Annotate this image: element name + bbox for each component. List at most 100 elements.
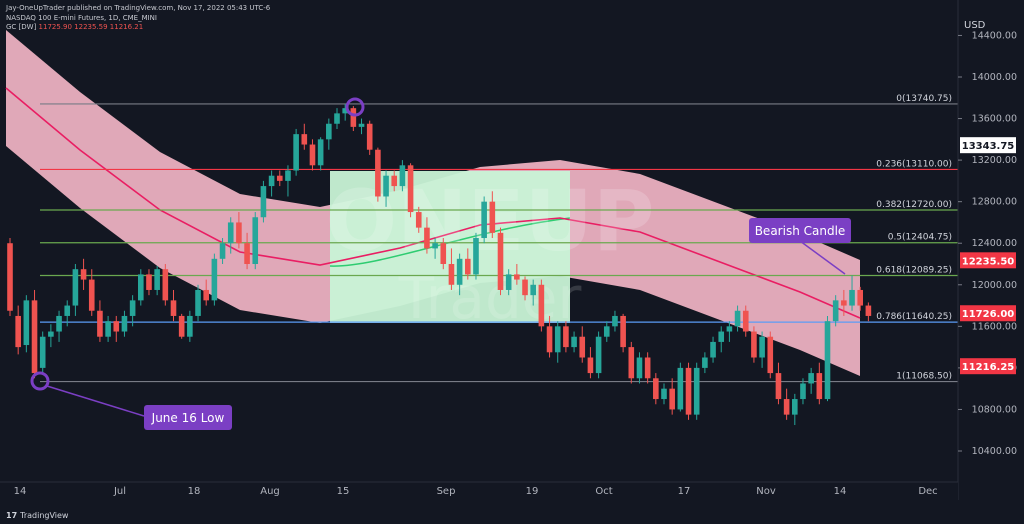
candle-body[interactable] — [366, 123, 373, 150]
candle-body[interactable] — [121, 315, 128, 332]
candle-body[interactable] — [563, 326, 569, 348]
candle-body[interactable] — [15, 315, 21, 348]
candle-body[interactable] — [39, 336, 46, 368]
candle-body[interactable] — [759, 336, 765, 358]
bearish-candle-callout-box[interactable] — [749, 218, 851, 243]
candle-body[interactable] — [636, 357, 643, 379]
candle-body[interactable] — [824, 321, 831, 400]
candle-body[interactable] — [31, 300, 38, 374]
candle-body[interactable] — [146, 274, 152, 290]
candle-body[interactable] — [424, 227, 430, 249]
candle-body[interactable] — [644, 357, 651, 379]
candle-body[interactable] — [595, 336, 602, 374]
candle-body[interactable] — [268, 175, 275, 187]
candle-body[interactable] — [718, 331, 725, 342]
candle-body[interactable] — [693, 367, 700, 415]
candle-body[interactable] — [505, 274, 512, 290]
high-marker-circle[interactable] — [345, 97, 365, 117]
candle-body[interactable] — [432, 243, 438, 249]
candle-body[interactable] — [178, 315, 185, 337]
candle-body[interactable] — [154, 269, 160, 290]
candle-body[interactable] — [742, 310, 749, 332]
candle-body[interactable] — [219, 243, 226, 259]
candle-body[interactable] — [383, 175, 389, 197]
candle-body[interactable] — [391, 175, 398, 187]
candle-body[interactable] — [522, 279, 528, 296]
candle-body[interactable] — [726, 326, 733, 332]
candle-body[interactable] — [448, 264, 455, 285]
candle-body[interactable] — [538, 284, 545, 327]
candle-body[interactable] — [554, 326, 561, 353]
candle-body[interactable] — [653, 378, 659, 400]
candle-body[interactable] — [677, 367, 684, 410]
candle-body[interactable] — [734, 310, 741, 327]
tradingview-brand[interactable]: 17 TradingView — [6, 511, 68, 520]
low-marker-circle[interactable] — [30, 371, 50, 391]
candle-body[interactable] — [816, 373, 823, 400]
candle-body[interactable] — [64, 305, 71, 316]
candle-body[interactable] — [80, 269, 87, 280]
candle-body[interactable] — [865, 305, 872, 316]
candle-body[interactable] — [285, 170, 291, 181]
candle-body[interactable] — [832, 300, 839, 322]
candle-body[interactable] — [293, 134, 299, 171]
candle-body[interactable] — [497, 232, 504, 290]
candle-body[interactable] — [407, 165, 414, 213]
candle-body[interactable] — [473, 238, 479, 275]
candle-body[interactable] — [203, 289, 209, 301]
candle-body[interactable] — [579, 336, 586, 358]
candle-body[interactable] — [841, 300, 847, 306]
candle-body[interactable] — [23, 300, 30, 346]
candle-body[interactable] — [669, 388, 675, 410]
candle-body[interactable] — [800, 383, 806, 400]
candle-body[interactable] — [481, 201, 487, 239]
candle-body[interactable] — [326, 123, 332, 140]
candle-body[interactable] — [170, 300, 177, 316]
candle-body[interactable] — [195, 289, 201, 316]
candle-body[interactable] — [48, 331, 54, 337]
candle-body[interactable] — [56, 315, 62, 332]
candle-body[interactable] — [849, 289, 855, 306]
candle-body[interactable] — [628, 347, 635, 379]
candle-body[interactable] — [358, 123, 365, 127]
june-low-callout-box[interactable] — [144, 405, 232, 430]
candle-body[interactable] — [489, 201, 496, 233]
candle-body[interactable] — [440, 243, 447, 264]
candle-body[interactable] — [792, 399, 798, 415]
candle-body[interactable] — [162, 269, 169, 301]
candle-body[interactable] — [702, 357, 708, 368]
candle-body[interactable] — [685, 367, 692, 415]
candle-body[interactable] — [465, 258, 471, 275]
candle-body[interactable] — [620, 315, 626, 348]
candle-body[interactable] — [301, 134, 308, 145]
candle-body[interactable] — [767, 336, 774, 374]
candle-body[interactable] — [661, 388, 667, 400]
candle-body[interactable] — [775, 373, 782, 400]
candle-body[interactable] — [342, 108, 348, 114]
candle-body[interactable] — [227, 222, 234, 244]
candle-body[interactable] — [236, 222, 242, 244]
candle-body[interactable] — [783, 399, 790, 415]
candle-body[interactable] — [399, 165, 406, 187]
candle-body[interactable] — [7, 243, 13, 311]
candle-body[interactable] — [113, 321, 120, 332]
candle-body[interactable] — [187, 315, 193, 337]
candle-body[interactable] — [252, 217, 259, 264]
candle-body[interactable] — [244, 243, 250, 264]
candle-body[interactable] — [97, 310, 103, 337]
candle-body[interactable] — [260, 186, 267, 218]
candle-body[interactable] — [530, 284, 536, 296]
candle-body[interactable] — [350, 108, 357, 127]
candle-body[interactable] — [105, 321, 111, 337]
candle-body[interactable] — [603, 326, 610, 337]
candle-body[interactable] — [72, 269, 79, 306]
candle-body[interactable] — [129, 300, 136, 316]
candle-body[interactable] — [546, 326, 553, 353]
candle-body[interactable] — [514, 274, 520, 280]
time-axis-panel[interactable] — [0, 482, 958, 500]
candle-body[interactable] — [88, 279, 95, 311]
candle-body[interactable] — [612, 315, 618, 327]
candle-body[interactable] — [276, 175, 283, 181]
candle-body[interactable] — [808, 373, 814, 384]
